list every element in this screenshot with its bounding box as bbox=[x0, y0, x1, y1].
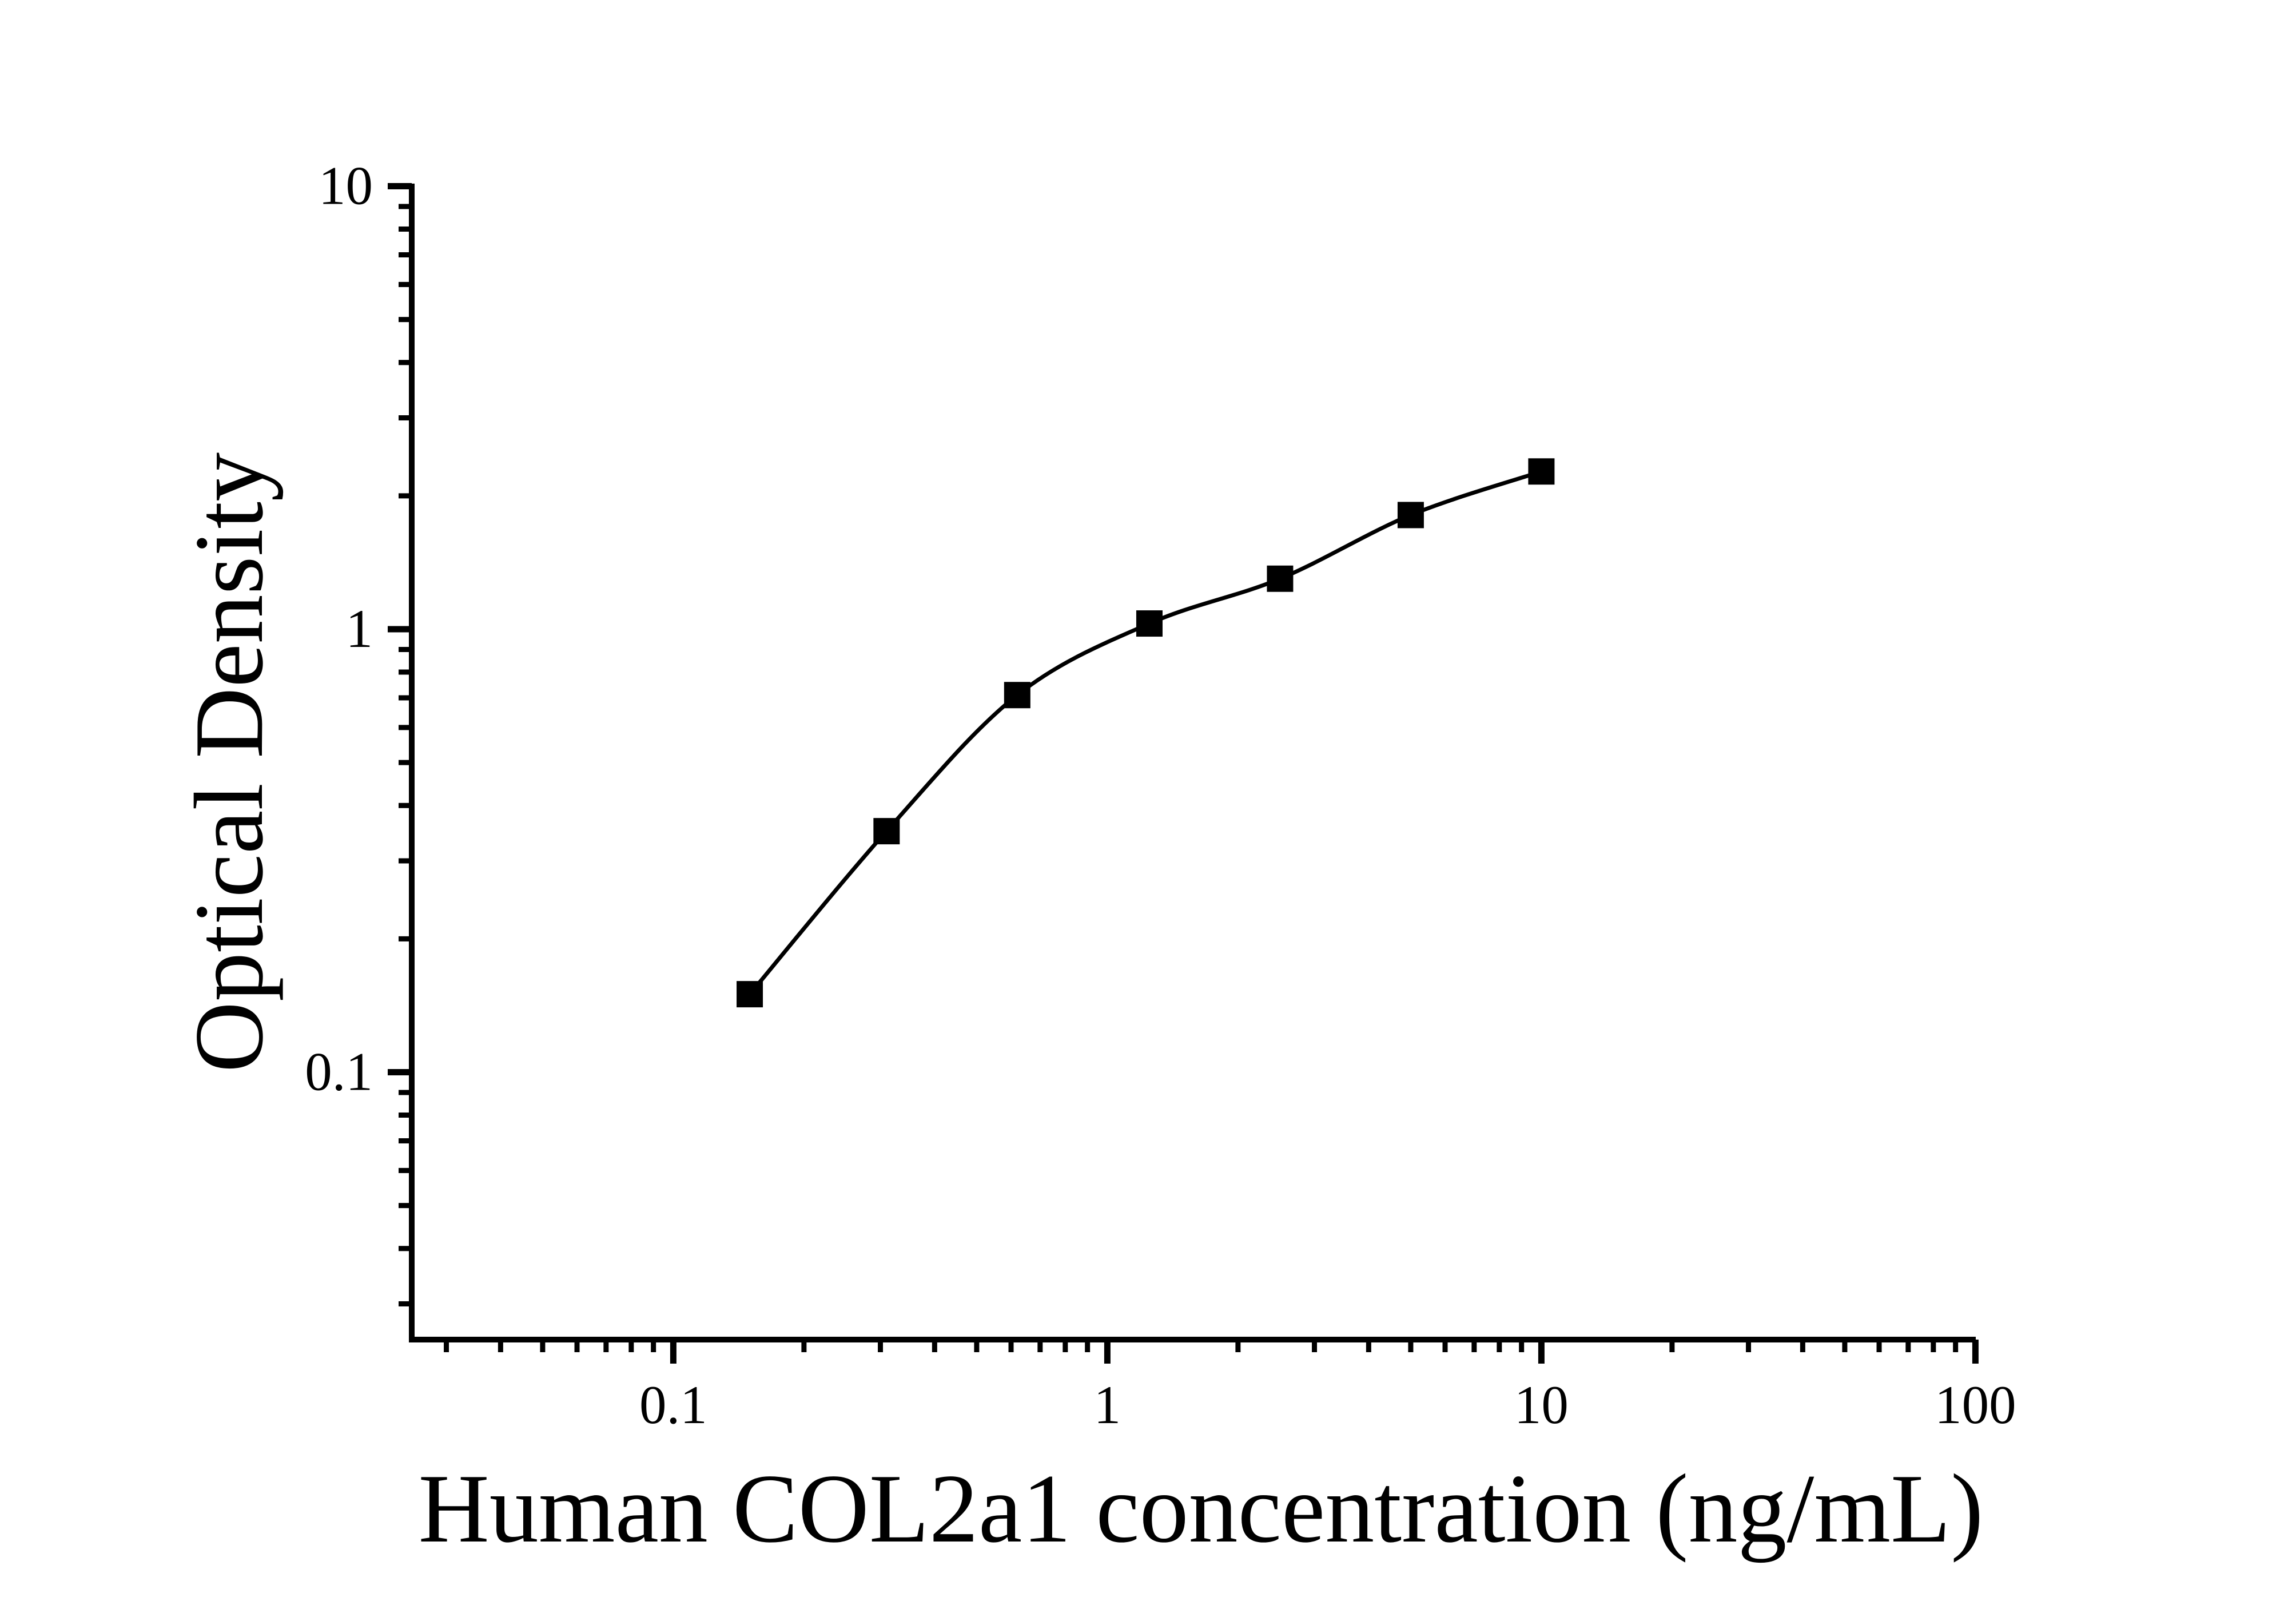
data-points bbox=[737, 458, 1555, 1008]
data-point-marker bbox=[1004, 682, 1030, 709]
y-tick-label: 1 bbox=[346, 598, 373, 659]
axes bbox=[388, 183, 1979, 1364]
x-tick-label: 100 bbox=[1935, 1374, 2016, 1435]
data-point-marker bbox=[1397, 502, 1424, 529]
fit-curve-line bbox=[748, 469, 1542, 996]
data-point-marker bbox=[1136, 610, 1163, 637]
y-axis-title: Optical Density bbox=[175, 452, 284, 1072]
data-point-marker bbox=[737, 981, 763, 1008]
x-axis-title: Human COL2a1 concentration (ng/mL) bbox=[419, 1455, 1984, 1563]
tick-labels: 0.1 1 10 100 10 1 0.1 bbox=[305, 156, 2016, 1436]
data-point-marker bbox=[1528, 458, 1555, 485]
data-point-marker bbox=[873, 818, 900, 845]
x-tick-label: 1 bbox=[1094, 1374, 1121, 1435]
x-tick-label: 0.1 bbox=[639, 1374, 707, 1435]
y-tick-label: 0.1 bbox=[305, 1042, 373, 1102]
x-tick-label: 10 bbox=[1514, 1374, 1569, 1435]
fit-curve bbox=[748, 469, 1542, 996]
y-tick-label: 10 bbox=[319, 156, 373, 216]
data-point-marker bbox=[1267, 565, 1294, 592]
